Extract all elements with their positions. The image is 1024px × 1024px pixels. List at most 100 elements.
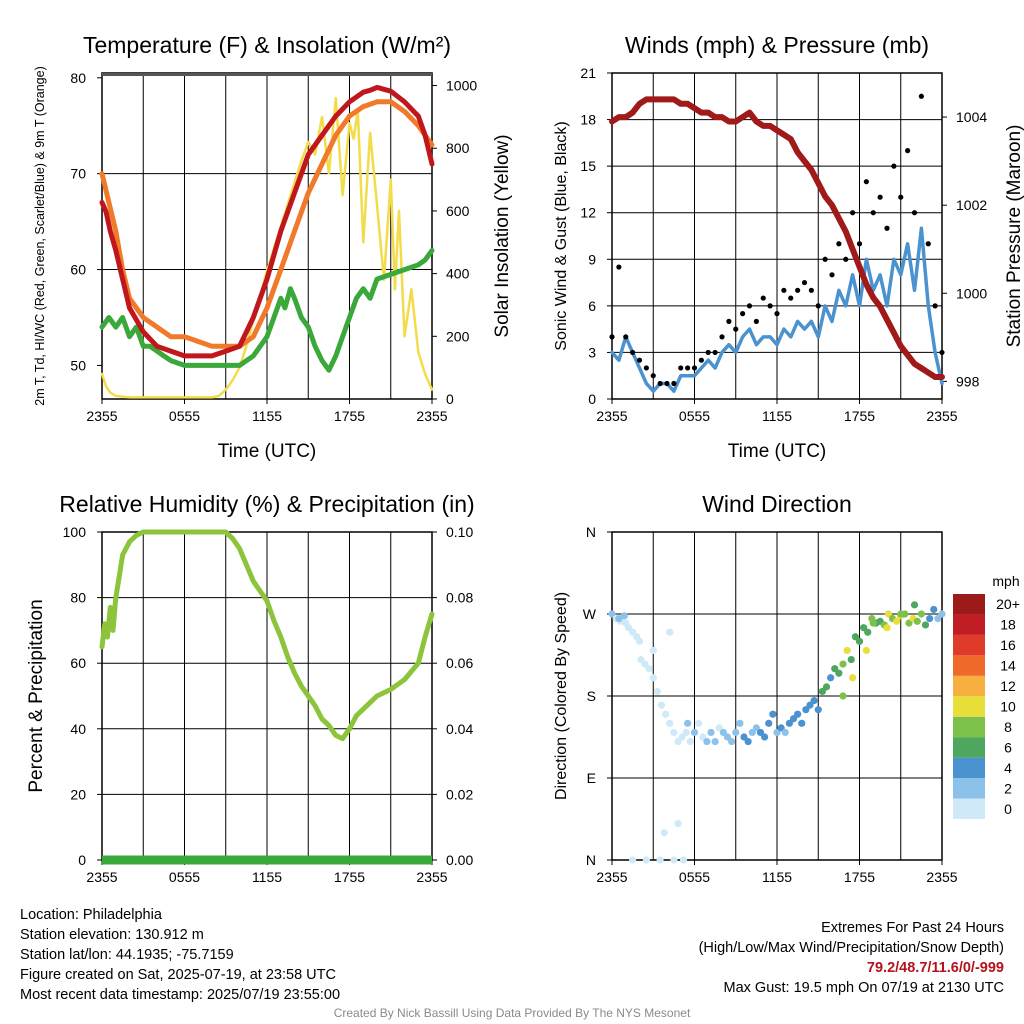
direction-point: [653, 687, 661, 696]
legend-label: 4: [1004, 760, 1012, 776]
legend-label: 6: [1004, 739, 1012, 755]
direction-point: [615, 614, 623, 623]
temp-y-tick-label: 70: [70, 166, 86, 182]
pressure-series-line: [609, 96, 945, 380]
gust-point: [712, 349, 718, 356]
direction-point: [843, 646, 851, 655]
rh-y-tick-label: 40: [70, 721, 86, 737]
direction-point: [736, 719, 744, 727]
wind-y2-tick-label: 1004: [956, 109, 987, 125]
gust-point: [746, 303, 753, 309]
direction-point: [897, 610, 905, 618]
gust-point: [726, 318, 732, 324]
rh-y-tick-label: 20: [70, 786, 86, 802]
direction-point: [740, 733, 748, 741]
gust-point: [877, 194, 883, 200]
gust-point: [636, 357, 643, 363]
direction-point: [855, 637, 864, 645]
rh-y-tick-label: 100: [63, 524, 87, 540]
direction-point: [748, 728, 756, 737]
direction-point: [656, 856, 664, 864]
direction-point: [620, 612, 628, 620]
gust-point: [843, 256, 849, 262]
wdir-x-tick-label: 1155: [762, 869, 792, 885]
latlon-text: Station lat/lon: 44.1935; -75.7159: [20, 947, 234, 963]
direction-point: [827, 674, 835, 682]
gust-point: [898, 194, 904, 200]
direction-point: [645, 665, 653, 673]
direction-point: [884, 610, 892, 618]
temp-x-tick-label: 2355: [416, 408, 447, 424]
direction-point: [629, 628, 637, 636]
wind-y2-tick-label: 1000: [956, 285, 987, 301]
legend-label: 20+: [996, 596, 1020, 612]
gust-point: [795, 287, 801, 293]
temp-y-axis-label: 2m T, Td, HI/WC (Red, Green, Scarlet/Blu…: [33, 66, 47, 405]
direction-point: [893, 617, 901, 625]
temp-2m-series-line: [99, 84, 435, 359]
direction-point: [926, 614, 934, 623]
recent-data-text: Most recent data timestamp: 2025/07/19 2…: [20, 987, 341, 1003]
gust-point: [616, 264, 622, 270]
direction-point: [666, 628, 674, 636]
temp-x-tick-label: 2355: [86, 408, 117, 424]
temp-y-tick-label: 60: [70, 262, 86, 278]
temp-y2-axis-label: Solar Insolation (Yellow): [492, 134, 513, 337]
direction-point: [818, 687, 826, 696]
legend-title: mph: [992, 573, 1019, 589]
direction-point: [707, 728, 715, 737]
legend-label: 0: [1004, 801, 1012, 817]
direction-point: [794, 710, 802, 718]
gust-point: [856, 241, 863, 247]
gust-point: [891, 163, 897, 169]
direction-point: [622, 619, 630, 627]
gust-point: [774, 311, 780, 317]
direction-point: [695, 719, 703, 727]
gust-point: [925, 241, 931, 247]
wdir-y-tick-label: N: [586, 524, 596, 540]
direction-point: [851, 633, 859, 641]
rh-y2-tick-label: 0.00: [446, 852, 473, 868]
direction-point: [756, 728, 765, 737]
direction-point: [678, 733, 686, 741]
wind-x-tick-label: 2355: [596, 408, 627, 424]
wind-y-tick-label: 6: [588, 298, 596, 314]
direction-point: [765, 719, 773, 727]
extremes-title: Extremes For Past 24 Hours: [821, 920, 1004, 936]
gust-point: [836, 241, 842, 247]
wind-y-tick-label: 3: [588, 344, 596, 360]
elevation-text: Station elevation: 130.912 m: [20, 927, 204, 943]
wind-x-tick-label: 2355: [926, 408, 957, 424]
rh-y2-tick-label: 0.06: [446, 655, 473, 671]
direction-point: [674, 819, 682, 828]
direction-point: [660, 829, 668, 837]
legend-label: 10: [1000, 699, 1016, 715]
gust-point: [740, 311, 746, 317]
direction-point: [670, 728, 678, 737]
legend-swatch: [953, 614, 985, 635]
legend-label: 16: [1000, 637, 1016, 653]
direction-point: [910, 601, 919, 609]
gust-point: [801, 279, 808, 286]
rh-y-tick-label: 80: [70, 590, 86, 606]
direction-point: [715, 724, 723, 732]
wind-y2-axis-label: Station Pressure (Maroon): [1004, 125, 1024, 348]
wdir-x-tick-label: 2355: [596, 869, 627, 885]
direction-point: [686, 737, 694, 746]
credit-text: Created By Nick Bassill Using Data Provi…: [333, 1006, 691, 1020]
legend-swatch: [953, 634, 985, 656]
wdir-title: Wind Direction: [702, 491, 852, 517]
legend-swatch: [953, 675, 985, 697]
legend-label: 18: [1000, 617, 1016, 633]
direction-point: [674, 737, 682, 746]
direction-point: [699, 733, 707, 741]
wind-y-tick-label: 21: [580, 65, 596, 81]
temp-y2-tick-label: 600: [446, 203, 470, 219]
direction-point: [831, 665, 839, 673]
direction-point: [839, 660, 847, 668]
gust-point: [911, 210, 918, 216]
legend-label: 2: [1004, 780, 1012, 796]
extremes-values: 79.2/48.7/11.6/0/-999: [866, 960, 1004, 976]
direction-point: [806, 701, 814, 709]
temp-x-tick-label: 0555: [169, 408, 200, 424]
